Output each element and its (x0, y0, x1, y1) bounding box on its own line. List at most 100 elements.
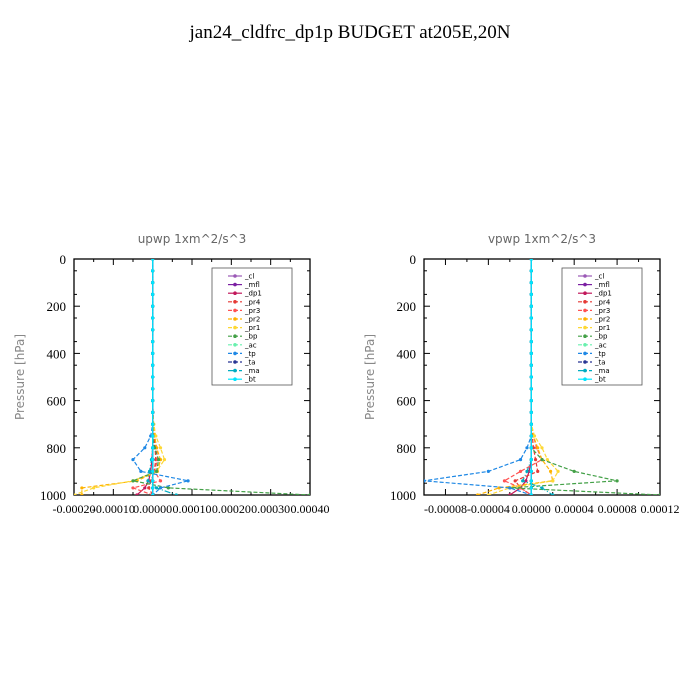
series-point (146, 479, 150, 483)
series-point (131, 486, 135, 490)
legend-box (561, 267, 643, 386)
y-tick-label: 600 (47, 394, 67, 409)
series-point (151, 387, 155, 391)
series-point (186, 479, 190, 483)
legend-marker (233, 343, 237, 347)
series-point (529, 387, 533, 391)
series-point (154, 434, 158, 438)
series-point (532, 434, 537, 438)
series-point (615, 479, 619, 483)
legend-marker (233, 274, 237, 278)
series-point (540, 446, 544, 450)
series-point (529, 469, 533, 473)
series-point (529, 328, 533, 332)
series-point (151, 259, 155, 261)
series-point (174, 493, 178, 495)
legend-label: _pr2 (594, 316, 610, 324)
series-point (131, 458, 135, 462)
series-point (513, 479, 517, 483)
series-group (424, 259, 660, 495)
legend-marker (233, 325, 237, 330)
chart-title: upwp 1xm^2/s^3 (138, 232, 247, 246)
series-point (143, 446, 147, 450)
series-point (521, 479, 525, 483)
legend: _cl_mfl_dp1_pr4_pr3_pr2_pr1_bp_ac_tp_ta_… (211, 267, 293, 386)
series-point (518, 469, 523, 473)
series-point (529, 458, 533, 462)
series-point (529, 340, 533, 344)
series-point (155, 486, 159, 490)
series-point (529, 422, 533, 426)
y-tick-label: 1000 (390, 488, 416, 503)
y-tick-label: 200 (47, 299, 67, 314)
x-tick-label: -0.00020 (53, 502, 96, 516)
series-point (529, 316, 533, 320)
series-point (540, 486, 544, 490)
series-point (540, 458, 544, 462)
legend-marker (233, 368, 237, 373)
legend: _cl_mfl_dp1_pr4_pr3_pr2_pr1_bp_ac_tp_ta_… (561, 267, 643, 386)
legend-marker (583, 334, 587, 339)
series-group (74, 259, 310, 495)
series-point (536, 446, 540, 450)
x-tick-label: 0.00008 (598, 502, 637, 516)
series-point (529, 493, 533, 495)
series-point (529, 434, 533, 438)
legend-marker (233, 360, 237, 364)
series-line-tp (424, 259, 532, 495)
legend-label: _tp (244, 350, 256, 358)
x-tick-label: 0.00030 (251, 502, 290, 516)
legend-marker (233, 351, 237, 356)
x-tick-label: -0.00010 (92, 502, 135, 516)
series-point (151, 340, 155, 344)
legend-label: _dp1 (244, 290, 262, 298)
series-point (548, 469, 553, 473)
series-point (162, 458, 167, 462)
x-tick-label: 0.00040 (291, 502, 330, 516)
series-point (525, 446, 529, 450)
x-tick-label: 0.00004 (555, 502, 594, 516)
legend-label: _ma (594, 367, 610, 375)
legend-marker (583, 351, 587, 356)
series-point (155, 469, 159, 473)
legend-box (211, 267, 293, 386)
chart-panel-1: upwp 1xm^2/s^3 Pressure [hPa] -0.00020-0.0… (13, 232, 330, 516)
series-point (151, 486, 155, 490)
series-point (529, 375, 533, 379)
series-point (74, 493, 76, 495)
series-point (529, 292, 533, 296)
x-tick-label: 0.00020 (212, 502, 251, 516)
series-point (525, 469, 529, 473)
series-point (151, 458, 155, 462)
series-point (151, 422, 155, 426)
y-tick-label: 0 (410, 252, 417, 267)
legend-label: _bp (244, 333, 258, 341)
x-tick-label: 0.00010 (173, 502, 212, 516)
legend-marker (583, 377, 587, 382)
series-point (424, 479, 426, 483)
y-tick-label: 0 (60, 252, 67, 267)
series-point (131, 479, 135, 483)
x-tick-label: 0.00012 (641, 502, 680, 516)
y-axis-label: Pressure [hPa] (363, 334, 377, 420)
legend-label: _tp (594, 350, 606, 358)
legend-marker (583, 317, 587, 321)
legend-label: _dp1 (594, 290, 612, 298)
series-point (529, 446, 533, 450)
y-tick-label: 200 (397, 299, 417, 314)
legend-marker (583, 368, 587, 373)
page-title: jan24_cldfrc_dp1p BUDGET at205E,20N (189, 22, 511, 43)
series-point (524, 479, 528, 483)
legend-marker (233, 334, 237, 339)
x-tick-label: 0.00000 (512, 502, 551, 516)
series-point (151, 434, 155, 438)
series-point (151, 351, 155, 355)
series-point (529, 363, 533, 367)
series-point (486, 469, 490, 473)
series-point (151, 446, 155, 450)
plot-frame (423, 258, 661, 496)
legend-marker (233, 377, 237, 382)
legend-label: _mfl (244, 281, 260, 289)
series-point (151, 316, 155, 320)
legend-label: _bt (244, 376, 256, 384)
